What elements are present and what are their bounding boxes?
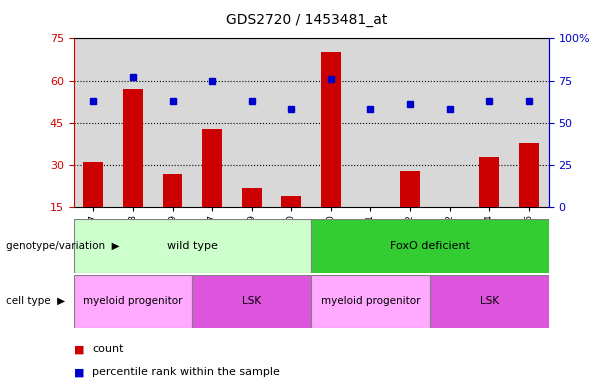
Text: myeloid progenitor: myeloid progenitor [321,296,421,306]
Text: ■: ■ [74,344,84,354]
Text: cell type  ▶: cell type ▶ [6,296,65,306]
Bar [83,162,103,207]
Text: myeloid progenitor: myeloid progenitor [83,296,183,306]
Bar [430,275,549,328]
Text: FoxO deficient: FoxO deficient [390,241,470,251]
Text: wild type: wild type [167,241,218,251]
Text: LSK: LSK [242,296,261,306]
Bar [311,275,430,328]
Text: ■: ■ [74,367,84,377]
Text: genotype/variation  ▶: genotype/variation ▶ [6,241,120,251]
Bar [162,174,183,207]
Bar [360,207,381,244]
Bar [400,171,420,207]
Bar [123,89,143,207]
Bar [242,188,262,207]
Bar [519,142,539,207]
Text: count: count [92,344,123,354]
Bar [192,275,311,328]
Text: percentile rank within the sample: percentile rank within the sample [92,367,280,377]
Bar [311,219,549,273]
Text: GDS2720 / 1453481_at: GDS2720 / 1453481_at [226,13,387,27]
Bar [321,53,341,207]
Bar [479,157,499,207]
Bar [202,129,222,207]
Bar [74,219,311,273]
Text: LSK: LSK [480,296,499,306]
Bar [74,275,192,328]
Bar [281,196,301,207]
